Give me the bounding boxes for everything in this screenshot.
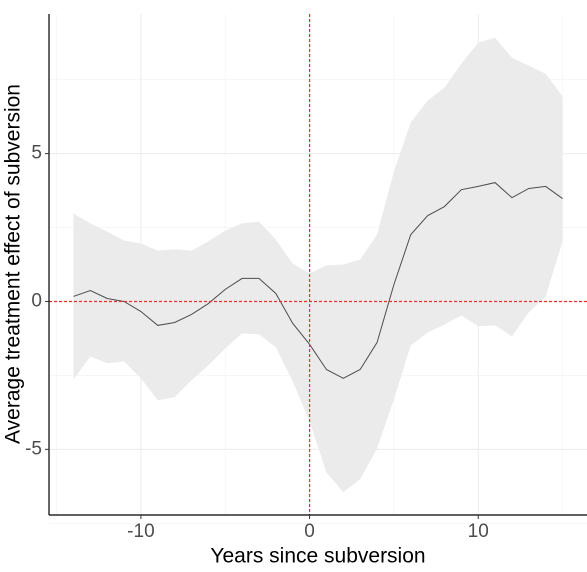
x-tick-label: 10 (468, 521, 489, 542)
x-axis-title: Years since subversion (210, 545, 425, 568)
confidence-band (73, 37, 563, 493)
x-tick-label: 0 (304, 521, 315, 542)
y-tick-label: 5 (31, 143, 42, 164)
y-tick-label: 0 (31, 290, 42, 311)
y-tick-label: -5 (25, 438, 42, 459)
x-tick-label: -10 (127, 521, 154, 542)
y-axis-title: Average treatment effect of subversion (2, 84, 25, 444)
line (73, 182, 563, 379)
